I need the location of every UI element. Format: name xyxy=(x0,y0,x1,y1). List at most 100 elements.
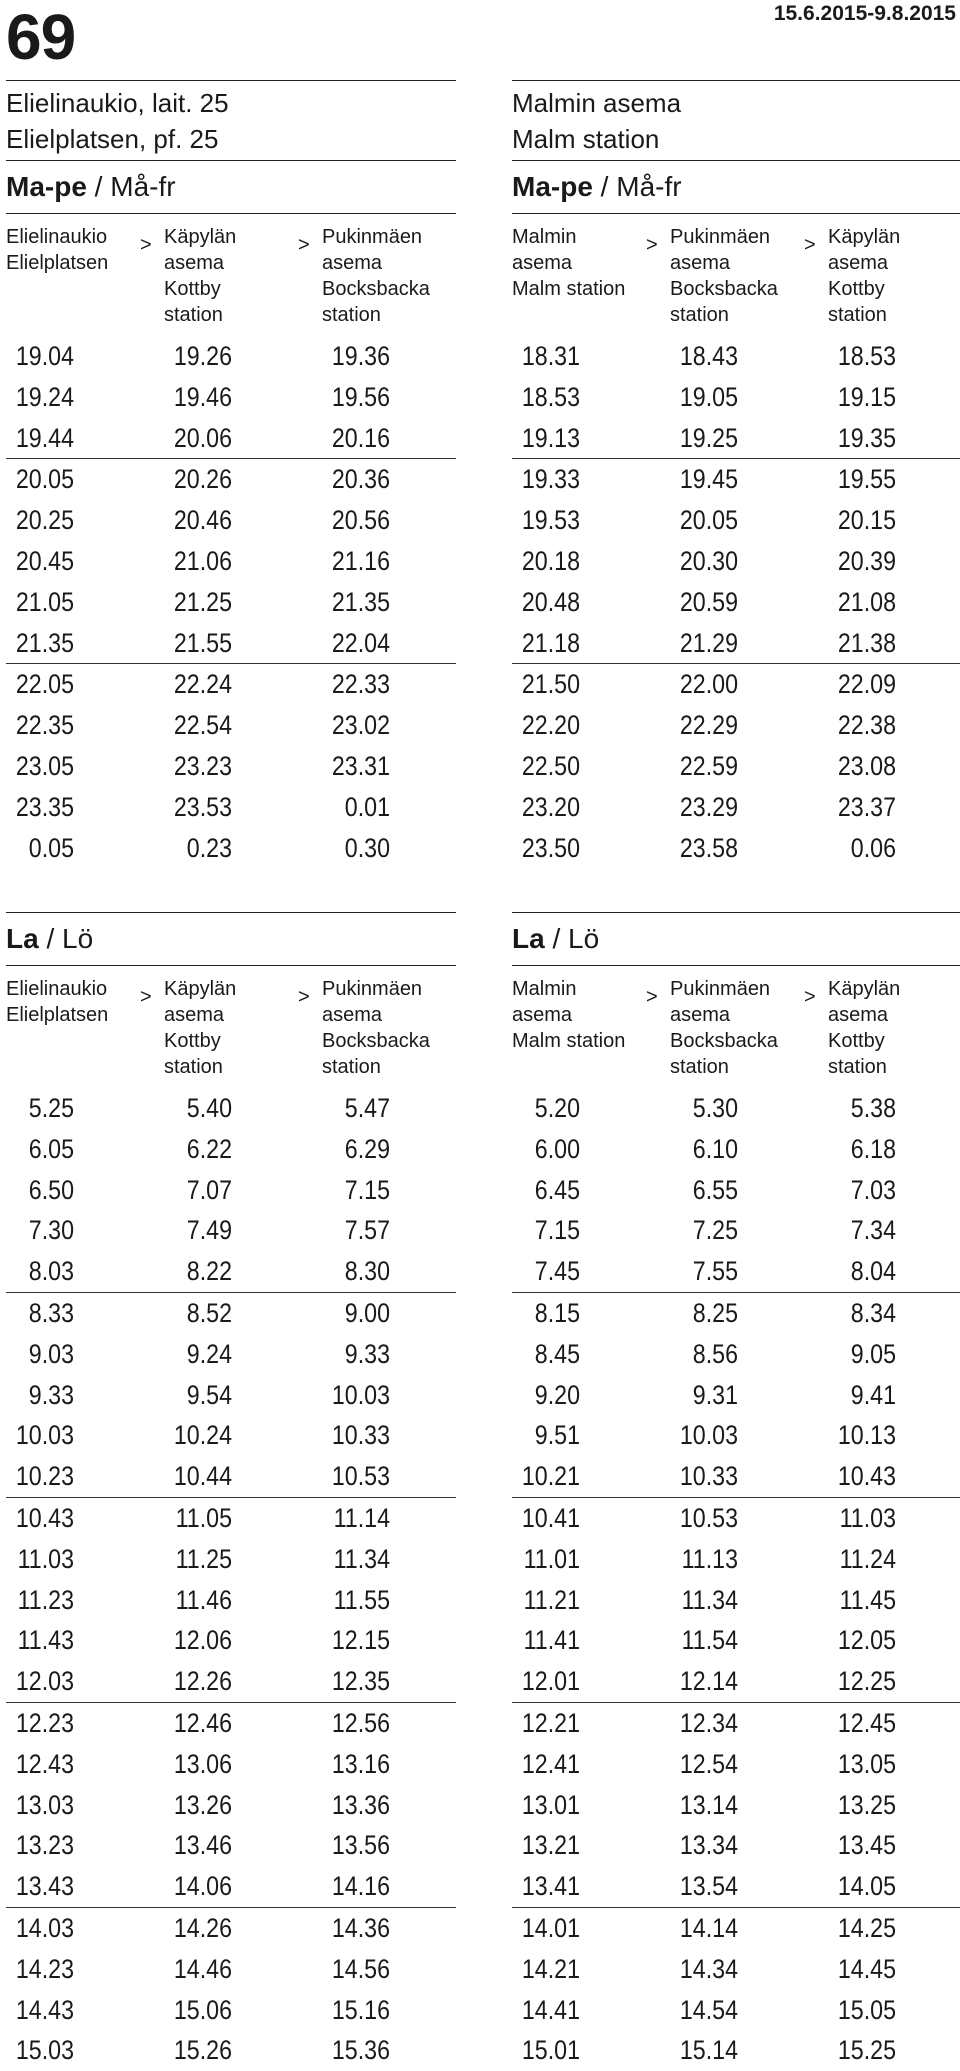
departure-time: 19.24 xyxy=(15,381,74,412)
departure-time: 18.53 xyxy=(837,341,896,371)
table-row: 10.03 10.24 10.33 xyxy=(6,1415,456,1456)
table-row: 8.45 8.56 9.05 xyxy=(512,1334,960,1375)
departure-time: 10.33 xyxy=(679,1461,738,1492)
departure-time: 19.44 xyxy=(15,422,74,453)
departure-time: 23.37 xyxy=(837,791,896,822)
departure-time: 13.23 xyxy=(15,1830,74,1861)
departure-time: 0.05 xyxy=(28,832,74,863)
table-row: 20.48 20.59 21.08 xyxy=(512,582,960,623)
table-row: 19.24 19.46 19.56 xyxy=(6,377,456,418)
table-row: 14.21 14.34 14.45 xyxy=(512,1949,960,1990)
departure-time: 11.55 xyxy=(333,1584,390,1615)
departure-time: 15.36 xyxy=(331,2035,390,2066)
departure-time: 15.03 xyxy=(15,2035,74,2066)
table-row: 21.50 22.00 22.09 xyxy=(512,663,960,705)
departure-time: 7.07 xyxy=(186,1174,232,1205)
departure-time: 21.18 xyxy=(521,627,580,658)
column-header: Elielinaukio Elielplatsen xyxy=(6,226,109,274)
departure-time: 6.55 xyxy=(692,1174,738,1205)
day-title-sv: Må-fr xyxy=(616,171,682,202)
table-row: 6.50 7.07 7.15 xyxy=(6,1170,456,1211)
departure-time: 9.54 xyxy=(186,1379,232,1410)
table-row: 19.04 19.26 19.36 xyxy=(6,336,456,377)
departure-time: 15.16 xyxy=(331,1994,390,2025)
day-title-separator: / xyxy=(544,923,569,954)
table-row: 11.01 11.13 11.24 xyxy=(512,1539,960,1580)
departure-time: 20.30 xyxy=(679,545,738,576)
table-row: 21.35 21.55 22.04 xyxy=(6,623,456,664)
table-row: 10.41 10.53 11.03 xyxy=(512,1496,960,1539)
arrow-icon: > xyxy=(298,234,310,256)
departure-time: 11.43 xyxy=(17,1625,75,1656)
table-row: 20.18 20.30 20.39 xyxy=(512,541,960,582)
table-row: 8.15 8.25 8.34 xyxy=(512,1291,960,1334)
departure-time: 11.54 xyxy=(681,1625,738,1656)
departure-time: 22.59 xyxy=(679,750,738,781)
departure-time: 15.26 xyxy=(173,2035,232,2066)
table-row: 23.50 23.58 0.06 xyxy=(512,828,960,869)
departure-time: 9.31 xyxy=(692,1379,738,1410)
table-row: 12.21 12.34 12.45 xyxy=(512,1701,960,1744)
departure-time: 14.45 xyxy=(837,1953,896,1984)
departure-time: 8.15 xyxy=(534,1297,580,1328)
day-title-sv: Lö xyxy=(568,923,600,954)
departure-time: 12.46 xyxy=(173,1707,232,1738)
departure-time: 15.14 xyxy=(679,2035,738,2066)
table-row: 19.33 19.45 19.55 xyxy=(512,458,960,500)
departure-time: 6.05 xyxy=(28,1133,74,1164)
table-row: 11.23 11.46 11.55 xyxy=(6,1580,456,1621)
departure-time: 19.36 xyxy=(331,341,390,371)
table-row: 12.41 12.54 13.05 xyxy=(512,1744,960,1785)
departure-time: 20.05 xyxy=(15,464,74,495)
departure-time: 18.43 xyxy=(679,341,738,371)
departure-time: 7.49 xyxy=(186,1215,232,1246)
departure-time: 22.24 xyxy=(173,669,232,700)
column-headers: Elielinaukio Elielplatsen Käpylän asema K… xyxy=(6,970,456,1088)
arrow-icon: > xyxy=(646,234,658,256)
departure-time: 0.30 xyxy=(344,832,390,863)
departure-time: 12.06 xyxy=(173,1625,232,1656)
departure-time: 13.26 xyxy=(173,1789,232,1820)
right-weekday-section: Ma-pe / Må-fr Malmin asema Malm station Pu… xyxy=(512,160,960,868)
departure-time: 19.25 xyxy=(679,422,738,453)
table-row: 19.53 20.05 20.15 xyxy=(512,500,960,541)
departure-time: 19.35 xyxy=(837,422,896,453)
departure-time: 22.54 xyxy=(173,710,232,741)
departure-time: 14.01 xyxy=(521,1912,580,1943)
departure-time: 23.58 xyxy=(679,832,738,863)
departure-time: 20.25 xyxy=(15,505,74,536)
divider xyxy=(6,80,456,81)
departure-time: 11.46 xyxy=(175,1584,232,1615)
departure-time: 19.45 xyxy=(679,464,738,495)
column-header: Pukinmäen asema Bocksbacka station xyxy=(322,978,430,1078)
departure-time: 10.21 xyxy=(521,1461,580,1492)
column-headers: Malmin asema Malm station Pukinmäen asema… xyxy=(512,218,960,336)
table-row: 12.03 12.26 12.35 xyxy=(6,1661,456,1702)
departure-time: 14.21 xyxy=(521,1953,580,1984)
departure-time: 14.56 xyxy=(331,1953,390,1984)
departure-time: 6.45 xyxy=(534,1174,580,1205)
table-row: 23.35 23.53 0.01 xyxy=(6,787,456,828)
departure-time: 11.03 xyxy=(17,1543,75,1574)
departure-time: 12.01 xyxy=(521,1666,580,1697)
column-header: Käpylän asema Kottby station xyxy=(828,978,901,1078)
departure-time: 10.03 xyxy=(15,1420,74,1451)
departure-time: 10.43 xyxy=(837,1461,896,1492)
departure-time: 12.45 xyxy=(837,1707,896,1738)
departure-time: 19.55 xyxy=(837,464,896,495)
table-row: 23.20 23.29 23.37 xyxy=(512,787,960,828)
departure-time: 9.20 xyxy=(534,1379,580,1410)
right-stop-name-sv: Malm station xyxy=(512,124,660,154)
table-row: 22.05 22.24 22.33 xyxy=(6,663,456,705)
table-row: 12.01 12.14 12.25 xyxy=(512,1661,960,1702)
left-saturday-section: La / Lö Elielinaukio Elielplatsen Käpylän … xyxy=(6,912,456,2071)
departure-time: 22.50 xyxy=(521,750,580,781)
column-header: Pukinmäen asema Bocksbacka station xyxy=(670,978,778,1078)
departure-time: 10.41 xyxy=(521,1502,580,1533)
departure-time: 5.30 xyxy=(692,1093,738,1123)
departure-time: 19.05 xyxy=(679,381,738,412)
table-row: 11.41 11.54 12.05 xyxy=(512,1620,960,1661)
departure-time: 5.25 xyxy=(28,1093,74,1123)
table-row: 14.43 15.06 15.16 xyxy=(6,1990,456,2031)
table-row: 7.45 7.55 8.04 xyxy=(512,1251,960,1292)
